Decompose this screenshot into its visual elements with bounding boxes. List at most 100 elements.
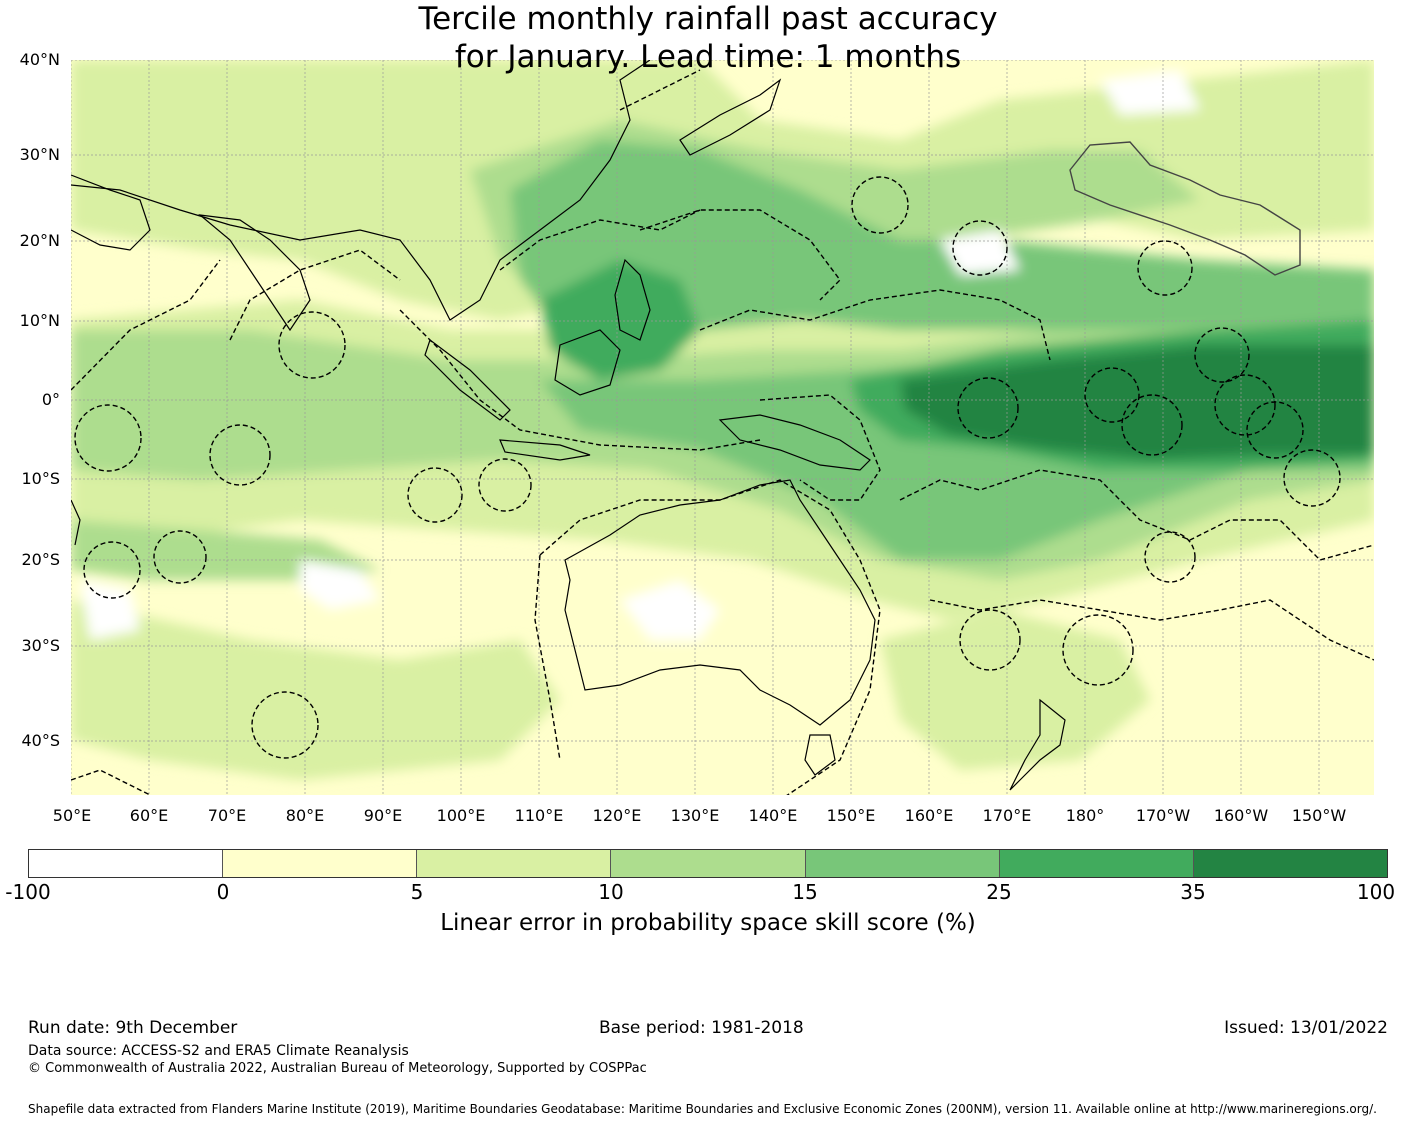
lon-label-3: 80°E [285, 806, 325, 825]
base-period: Base period: 1981-2018 [599, 1018, 804, 1038]
eez-circle-20 [278, 311, 346, 379]
colorbar-tick-2: 5 [410, 880, 424, 904]
lon-label-0: 50°E [52, 806, 92, 825]
lat-label-1: 30°N [19, 145, 60, 164]
colorbar-label: Linear error in probability space skill … [440, 910, 976, 936]
lon-label-5: 100°E [436, 806, 486, 825]
eez-circle-16 [1194, 327, 1250, 383]
lon-label-7: 120°E [592, 806, 642, 825]
lon-label-14: 170°W [1135, 806, 1191, 825]
run-date: Run date: 9th December [28, 1018, 238, 1038]
eez-circle-9 [1137, 240, 1193, 296]
eez-circle-10 [959, 609, 1021, 671]
colorbar-segment-6 [1193, 850, 1387, 877]
coast-new-zealand [1009, 698, 1066, 791]
eez-australia [534, 479, 881, 795]
lon-label-6: 110°E [514, 806, 564, 825]
lon-label-16: 150°W [1291, 806, 1347, 825]
eez-circle-4 [209, 424, 271, 486]
eez-circle-14 [1121, 394, 1183, 456]
coast-japan [679, 78, 782, 156]
eez-indonesia [399, 309, 761, 451]
lon-label-2: 70°E [207, 806, 247, 825]
eez-circle-1 [251, 691, 319, 759]
eez-india-west [71, 259, 221, 391]
eez-circle-3 [478, 458, 532, 512]
coast-tasmania [804, 734, 836, 776]
skill-map [71, 60, 1374, 795]
eez-circle-17 [1246, 401, 1304, 459]
title-line-1: Tercile monthly rainfall past accuracy [418, 1, 998, 37]
eez-circle-7 [851, 176, 909, 234]
skill-region-15-25 [510, 140, 1374, 350]
graticule [71, 60, 1374, 795]
lon-label-10: 150°E [826, 806, 876, 825]
coast-arabia [71, 174, 151, 251]
colorbar-segment-2 [417, 850, 612, 877]
skill-region-5-10-south [71, 600, 560, 780]
lon-label-9: 140°E [748, 806, 798, 825]
skill-region-35-100 [900, 345, 1374, 460]
coast-madagascar [71, 499, 81, 546]
colorbar-segment-4 [805, 850, 1000, 877]
coast-borneo [554, 329, 621, 396]
lat-label-7: 30°S [21, 636, 60, 655]
copyright-notice: © Commonwealth of Australia 2022, Austra… [28, 1061, 647, 1076]
lat-label-2: 20°N [19, 231, 60, 250]
lat-label-5: 10°S [21, 469, 60, 488]
coast-sumatra [424, 339, 511, 421]
eez-circle-18 [1283, 449, 1341, 507]
lat-label-6: 20°S [21, 550, 60, 569]
lat-label-0: 40°N [19, 50, 60, 69]
eez-circle-6 [153, 530, 207, 584]
colorbar-tick-7: 100 [1356, 880, 1396, 904]
eez-png [759, 394, 881, 501]
shapefile-credit: Shapefile data extracted from Flanders M… [28, 1102, 1377, 1116]
eez-southern-ocean [71, 769, 151, 795]
eez-circle-11 [1062, 614, 1134, 686]
eez-boundaries [71, 69, 1374, 795]
colorbar-segment-0 [29, 850, 224, 877]
colorbar-tick-3: 10 [598, 880, 624, 904]
lon-label-13: 180° [1065, 806, 1105, 825]
colorbar-tick-5: 25 [986, 880, 1012, 904]
eez-circle-8 [952, 220, 1008, 276]
skill-region-25-35 [540, 260, 700, 380]
lon-label-15: 160°W [1213, 806, 1269, 825]
lon-label-1: 60°E [129, 806, 169, 825]
eez-circle-15 [1214, 374, 1276, 436]
eez-east-asia [499, 69, 701, 271]
colorbar-segment-1 [223, 850, 418, 877]
skill-region-negative-sw [300, 560, 380, 610]
colorbar-segment-5 [999, 850, 1194, 877]
colorbar-tick-4: 15 [792, 880, 818, 904]
eez-circle-12 [1144, 531, 1196, 583]
eez-circle-2 [407, 467, 463, 523]
colorbar-tick-6: 35 [1180, 880, 1206, 904]
issued-date: Issued: 13/01/2022 [1224, 1018, 1388, 1038]
lat-label-3: 10°N [19, 311, 60, 330]
lat-label-8: 40°S [21, 731, 60, 750]
lon-label-4: 90°E [363, 806, 403, 825]
eez-tasman [929, 599, 1374, 661]
coast-new-guinea [718, 414, 871, 471]
skill-region-negative-sio [80, 580, 140, 640]
eez-japan-philippines [639, 209, 841, 301]
lon-label-12: 170°E [982, 806, 1032, 825]
data-source: Data source: ACCESS-S2 and ERA5 Climate … [28, 1043, 409, 1059]
lat-label-4: 0° [41, 390, 60, 409]
eez-circle-21 [957, 377, 1019, 439]
lon-label-11: 160°E [904, 806, 954, 825]
eez-micronesia [699, 289, 1051, 361]
colorbar-tick-1: 0 [216, 880, 230, 904]
eez-pacific-islands [899, 469, 1374, 561]
coast-asia-mainland [71, 60, 651, 321]
eez-circle-19 [74, 404, 142, 472]
eez-circle-13 [1084, 367, 1140, 423]
colorbar-tick-0: -100 [5, 880, 51, 904]
map-title: Tercile monthly rainfall past accuracy f… [0, 0, 1416, 76]
coast-java [499, 439, 591, 461]
skill-region-negative-nw [1100, 70, 1200, 115]
colorbar-segment-3 [611, 850, 806, 877]
lon-label-8: 130°E [670, 806, 720, 825]
